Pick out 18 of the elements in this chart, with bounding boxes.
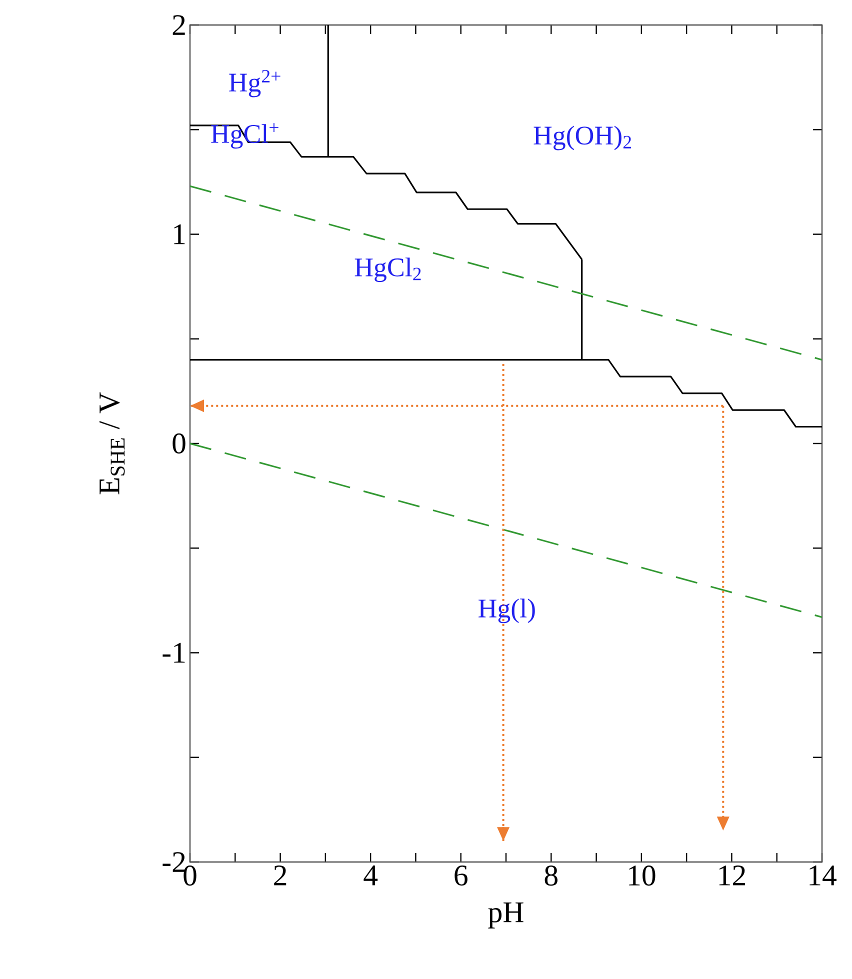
x-tick-label: 4 xyxy=(364,866,378,886)
x-tick-label: 14 xyxy=(810,866,836,886)
y-tick-label: 1 xyxy=(174,224,185,244)
y-axis-title: E$_{SHE}$ / V xyxy=(100,392,125,494)
x-tick-label: 12 xyxy=(719,866,746,886)
annotation: HgCl$_{2}$ xyxy=(354,258,421,282)
x-tick-label: 8 xyxy=(544,866,558,886)
annotation: Hg$^{2+}$ xyxy=(229,70,280,98)
x-tick-label: 6 xyxy=(454,866,468,886)
y-tick-label: -2 xyxy=(162,852,185,872)
x-axis-title: pH xyxy=(488,902,524,928)
y-tick-label: -1 xyxy=(162,642,185,663)
x-tick-label: 10 xyxy=(629,866,656,886)
y-tick-label: 0 xyxy=(172,433,186,454)
y-tick-label: 2 xyxy=(172,15,185,35)
annotation: Hg(OH)$_{2}$ xyxy=(534,126,631,150)
x-tick-label: 2 xyxy=(274,866,286,886)
annotation: Hg(l) xyxy=(478,598,535,624)
